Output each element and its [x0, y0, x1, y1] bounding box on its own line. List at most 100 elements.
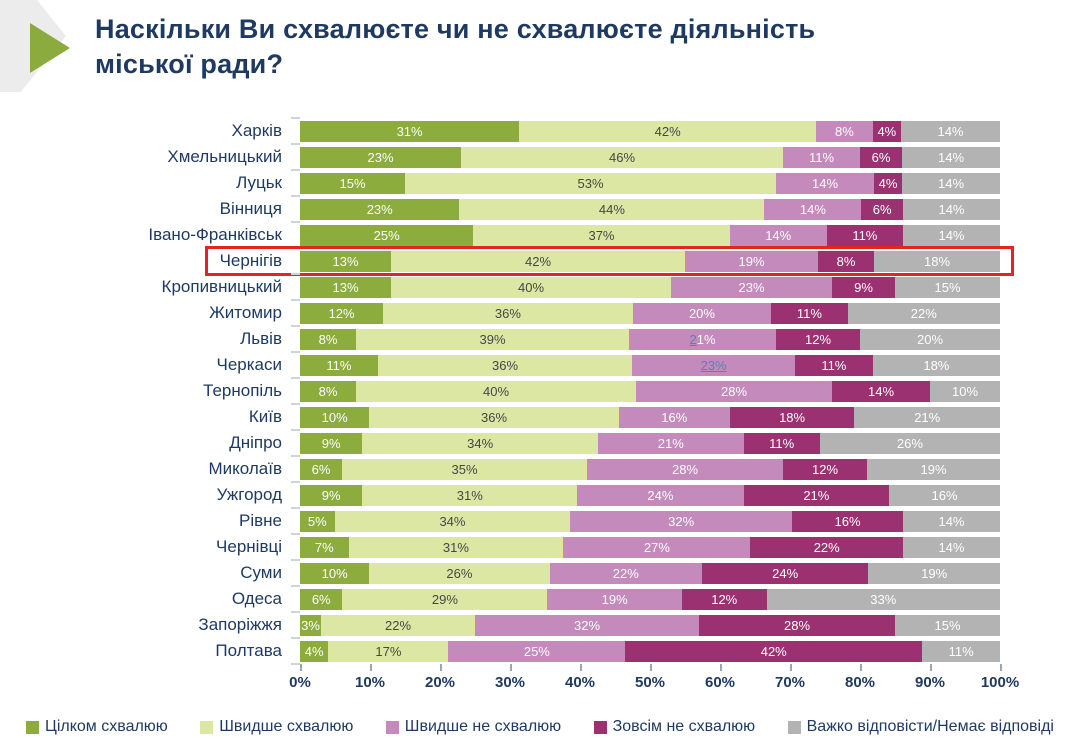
- bar-segment: 28%: [587, 458, 783, 480]
- bar-segment: 14%: [901, 120, 1000, 142]
- legend-swatch-icon: [787, 720, 801, 734]
- bar-track: 23% 46% 11% 6% 14%: [300, 146, 1000, 168]
- category-label: Дніпро: [229, 433, 282, 452]
- bar-segment: 14%: [902, 198, 1000, 220]
- x-axis-tick-label: 0%: [289, 674, 311, 691]
- bar-track: 15% 53% 14% 4% 14%: [300, 172, 1000, 194]
- category-label: Чернігів: [0, 251, 296, 271]
- category-label: Тернопіль: [203, 381, 282, 400]
- legend-label: Швидше схвалюю: [219, 718, 354, 735]
- bar-segment: 12%: [300, 302, 384, 324]
- chart-row: Кропивницький 13% 40% 23% 9% 15%: [0, 273, 1080, 300]
- category-label: Миколаїв: [208, 459, 283, 478]
- bar-segment: 34%: [334, 510, 571, 532]
- chart-row: Луцьк 15% 53% 14% 4% 14%: [0, 169, 1080, 196]
- bar-track: 6% 29% 19% 12% 33%: [300, 588, 1000, 610]
- bar-segment: 6%: [300, 458, 342, 480]
- bar-segment: 31%: [348, 536, 564, 558]
- bar-segment: 14%: [902, 172, 1000, 194]
- bar-segment: 20%: [860, 328, 1000, 350]
- bar-segment: 11%: [922, 640, 1000, 662]
- x-axis-tick-label: 70%: [774, 674, 806, 691]
- bar-segment: 11%: [300, 354, 378, 376]
- bar-segment: 14%: [776, 172, 874, 194]
- bar-segment: 23%: [300, 198, 460, 220]
- bar-segment: 6%: [860, 146, 902, 168]
- bar-segment: 8%: [300, 328, 356, 350]
- bar-segment: 21%: [598, 432, 744, 454]
- x-axis-tick-label: 90%: [914, 674, 946, 691]
- category-label: Ужгород: [216, 485, 282, 504]
- chart-row: Харків 31% 42% 8% 4% 14%: [0, 117, 1080, 144]
- chart-row: Тернопіль 8% 40% 28% 14% 10%: [0, 377, 1080, 404]
- bar-segment: 19%: [547, 588, 682, 610]
- category-label: Житомир: [209, 303, 282, 322]
- bar-segment: 32%: [570, 510, 793, 532]
- bar-segment: 23%: [300, 146, 461, 168]
- chart-row: Суми 10% 26% 22% 24% 19%: [0, 559, 1080, 586]
- x-axis-tick-label: 40%: [564, 674, 596, 691]
- header: Наскільки Ви схвалюєте чи не схвалюєте д…: [0, 0, 1080, 112]
- bar-segment: 14%: [832, 380, 930, 402]
- legend-label: Важко відповісти/Немає відповіді: [806, 718, 1054, 735]
- bar-segment: 18%: [872, 354, 1000, 376]
- bar-segment: 18%: [729, 406, 855, 428]
- legend-item: Швидше схвалюю: [200, 718, 353, 736]
- legend-swatch-icon: [26, 720, 39, 734]
- x-axis-tick-label: 20%: [424, 674, 456, 691]
- chart-row: Івано-Франківськ 25% 37% 14% 11% 14%: [0, 221, 1080, 248]
- bar-segment: 23%: [632, 354, 795, 376]
- bar-segment: 10%: [930, 380, 1000, 402]
- bar-segment: 33%: [766, 588, 1000, 610]
- bar-segment: 15%: [300, 172, 405, 194]
- bar-track: 25% 37% 14% 11% 14%: [300, 224, 1000, 246]
- x-axis-tick-label: 100%: [980, 674, 1020, 691]
- bar-track: 12% 36% 20% 11% 22%: [300, 302, 1000, 324]
- bar-segment: 40%: [356, 380, 636, 402]
- bar-segment: 26%: [369, 562, 550, 584]
- legend-swatch-icon: [385, 720, 399, 734]
- chart-row: Дніпро 9% 34% 21% 11% 26%: [0, 429, 1080, 456]
- bar-segment: 12%: [681, 588, 767, 610]
- bar-segment: 23%: [671, 276, 832, 298]
- bar-segment: 4%: [872, 120, 901, 142]
- chart-row: Хмельницький 23% 46% 11% 6% 14%: [0, 143, 1080, 170]
- bar-segment: 25%: [448, 640, 626, 662]
- x-axis-tick-label: 60%: [704, 674, 736, 691]
- bar-segment: 37%: [473, 224, 730, 246]
- bar-segment: 53%: [405, 172, 776, 194]
- category-label: Київ: [248, 407, 282, 426]
- chart-row: Чернівці 7% 31% 27% 22% 14%: [0, 533, 1080, 560]
- bar-segment: 8%: [816, 120, 873, 142]
- bar-track: 9% 31% 24% 21% 16%: [300, 484, 1000, 506]
- bar-segment: 21%: [743, 484, 890, 506]
- bar-segment: 44%: [459, 198, 765, 220]
- bar-segment: 19%: [868, 562, 1001, 584]
- category-label: Черкаси: [216, 355, 282, 374]
- bar-track: 4% 17% 25% 42% 11%: [300, 640, 1000, 662]
- x-axis-tick-label: 10%: [354, 674, 386, 691]
- category-label: Одеса: [231, 589, 282, 608]
- legend-label: Швидше не схвалюю: [404, 718, 562, 735]
- bar-segment: 18%: [874, 250, 1000, 272]
- bar-segment: 29%: [342, 588, 548, 610]
- bar-track: 6% 35% 28% 12% 19%: [300, 458, 1000, 480]
- bar-segment: 13%: [300, 250, 391, 272]
- bar-segment: 14%: [902, 510, 1000, 532]
- category-label: Харків: [231, 121, 283, 140]
- x-axis-tick-label: 30%: [494, 674, 526, 691]
- legend-label: Зовсім не схвалюю: [612, 718, 756, 735]
- bar-track: 13% 42% 19% 8% 18%: [300, 250, 1000, 272]
- x-axis-tick: [720, 664, 722, 671]
- category-label: Львів: [240, 329, 282, 348]
- bar-segment: 40%: [391, 276, 671, 298]
- bar-segment: 27%: [563, 536, 751, 558]
- bar-segment: 8%: [300, 380, 356, 402]
- bar-segment: 11%: [783, 146, 860, 168]
- chart-row: Київ 10% 36% 16% 18% 21%: [0, 403, 1080, 430]
- bar-segment: 14%: [902, 146, 1000, 168]
- bar-segment: 31%: [362, 484, 578, 506]
- chart-row: Ужгород 9% 31% 24% 21% 16%: [0, 481, 1080, 508]
- bar-segment: 28%: [699, 614, 895, 636]
- bar-track: 10% 36% 16% 18% 21%: [300, 406, 1000, 428]
